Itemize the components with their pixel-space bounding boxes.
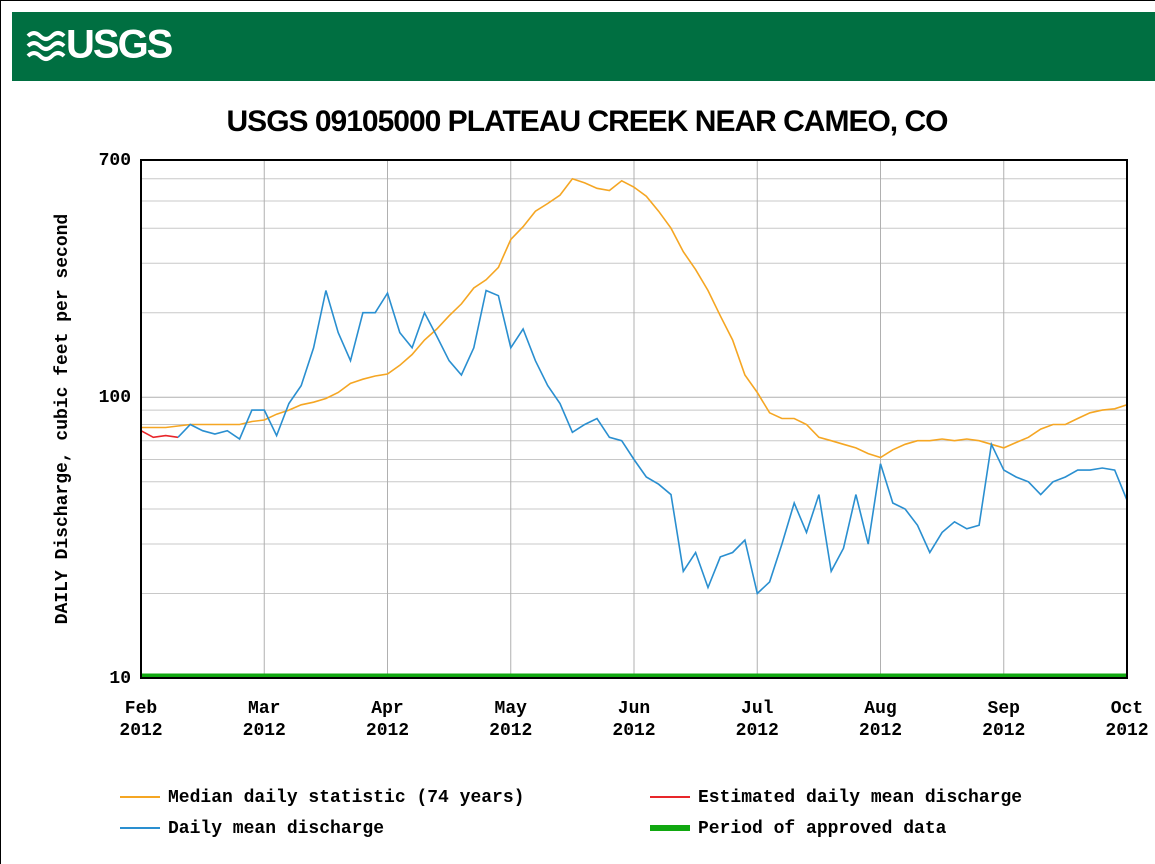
series-line	[140, 429, 179, 439]
x-tick-label: Jun 2012	[612, 699, 656, 741]
y-axis-label: DAILY Discharge, cubic feet per second	[53, 214, 73, 624]
x-tick-label: May 2012	[489, 699, 533, 741]
x-tick-label: Mar 2012	[242, 699, 286, 741]
x-tick-label: Feb 2012	[119, 699, 163, 741]
grid	[140, 159, 1128, 679]
plot-border	[140, 159, 1128, 679]
x-tick-label: Oct 2012	[1105, 699, 1149, 741]
header-bar	[12, 12, 1155, 81]
legend-label: Period of approved data	[698, 819, 947, 839]
logo: USGS	[66, 23, 173, 67]
series-line	[141, 177, 1128, 459]
x-tick-label: Apr 2012	[365, 699, 410, 741]
series-line	[177, 289, 1128, 596]
lines	[140, 177, 1128, 679]
legend-label: Daily mean discharge	[168, 819, 384, 839]
y-tick-label: 10	[109, 669, 131, 689]
legend-label: Estimated daily mean discharge	[698, 788, 1022, 808]
logo-waves	[26, 31, 66, 61]
x-tick-label: Jul 2012	[735, 699, 779, 741]
legend-label: Median daily statistic (74 years)	[168, 788, 524, 808]
x-tick-label: Aug 2012	[858, 699, 903, 741]
chart-title: USGS 09105000 PLATEAU CREEK NEAR CAMEO, …	[227, 105, 949, 138]
y-tick-label: 100	[99, 388, 131, 408]
x-tick-label: Sep 2012	[982, 699, 1026, 741]
y-tick-label: 700	[99, 151, 131, 171]
